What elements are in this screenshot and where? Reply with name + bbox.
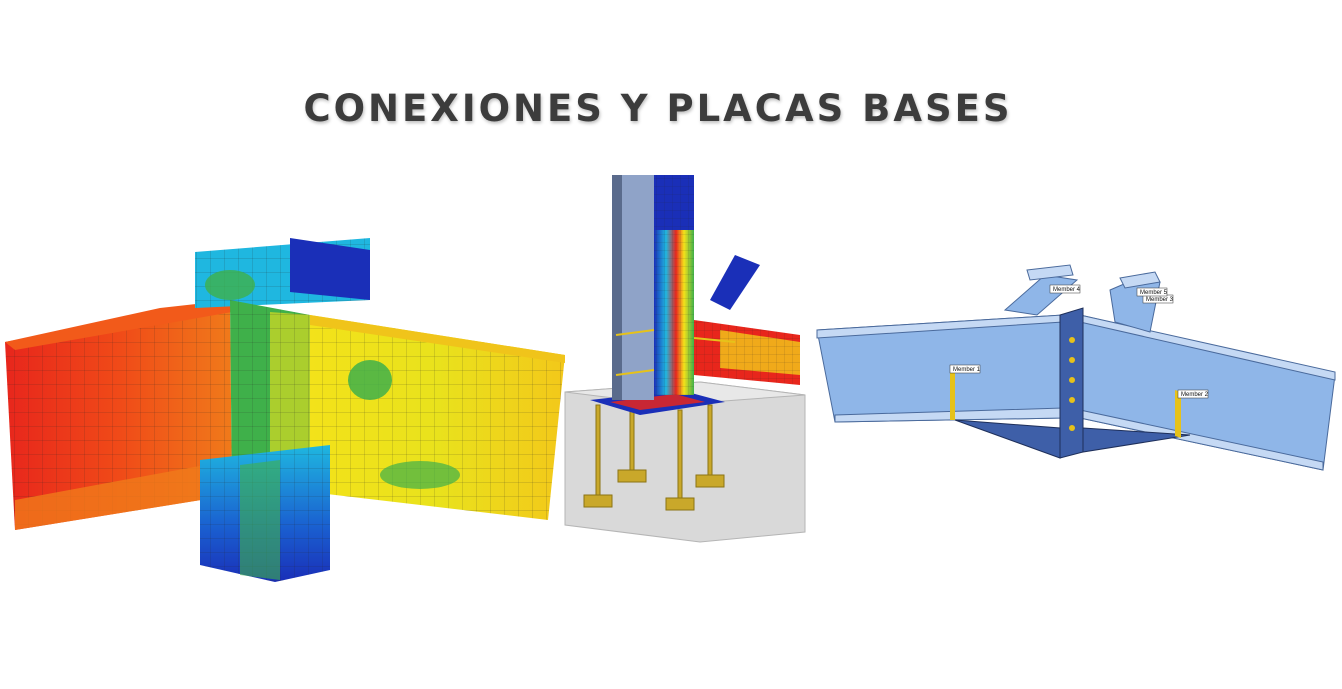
label-member-3: Member 3 — [1146, 297, 1174, 303]
member-labels: Member 1 Member 2 Member 3 Member 4 Memb… — [949, 284, 1209, 399]
page-title: CONEXIONES Y PLACAS BASES — [303, 86, 1013, 130]
bolted-beam-connection-model-icon: Member 1 Member 2 Member 3 Member 4 Memb… — [815, 260, 1342, 480]
label-member-4: Member 4 — [1053, 287, 1081, 293]
label-member-2: Member 2 — [1181, 392, 1209, 398]
label-member-5: Member 5 — [1140, 290, 1168, 296]
column-base-plate-anchor-bolts-icon — [560, 170, 810, 550]
label-member-1: Member 1 — [953, 367, 981, 373]
fea-beam-column-stress-contour-icon — [0, 230, 570, 590]
